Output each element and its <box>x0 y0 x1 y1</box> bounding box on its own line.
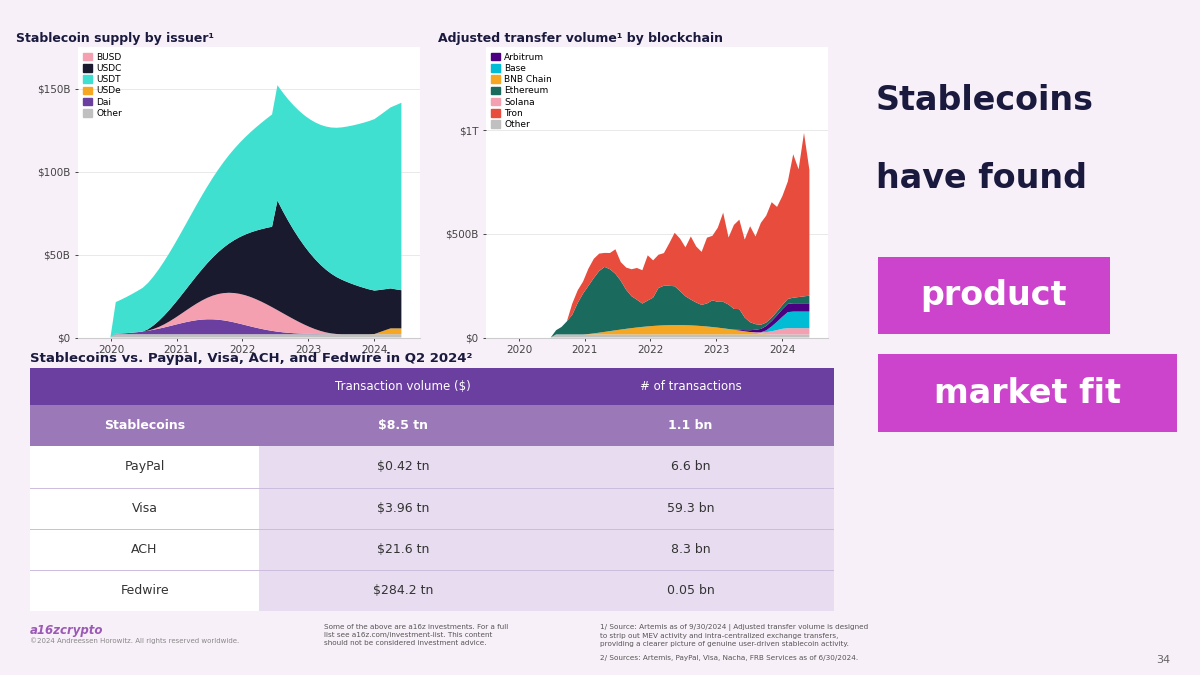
Text: 2/ Sources: Artemis, PayPal, Visa, Nacha, FRB Services as of 6/30/2024.: 2/ Sources: Artemis, PayPal, Visa, Nacha… <box>600 655 858 661</box>
Bar <box>547 570 834 611</box>
Bar <box>30 529 259 570</box>
Bar <box>259 529 547 570</box>
Bar <box>547 368 834 405</box>
Text: Stablecoin supply by issuer¹: Stablecoin supply by issuer¹ <box>17 32 215 45</box>
Bar <box>547 529 834 570</box>
Bar <box>30 446 259 487</box>
Text: Some of the above are a16z investments. For a full
list see a16z.com/investment-: Some of the above are a16z investments. … <box>324 624 509 647</box>
Text: PayPal: PayPal <box>125 460 164 473</box>
Text: Stablecoins vs. Paypal, Visa, ACH, and Fedwire in Q2 2024²: Stablecoins vs. Paypal, Visa, ACH, and F… <box>30 352 473 365</box>
Bar <box>259 368 547 405</box>
Text: Fedwire: Fedwire <box>120 584 169 597</box>
Text: # of transactions: # of transactions <box>640 380 742 393</box>
Text: ©2024 Andreessen Horowitz. All rights reserved worldwide.: ©2024 Andreessen Horowitz. All rights re… <box>30 637 239 644</box>
Text: a16zcrypto: a16zcrypto <box>30 624 103 637</box>
Bar <box>547 405 834 446</box>
Bar <box>30 570 259 611</box>
Text: $284.2 tn: $284.2 tn <box>373 584 433 597</box>
Text: 59.3 bn: 59.3 bn <box>667 502 714 514</box>
Bar <box>30 405 259 446</box>
Text: Stablecoins: Stablecoins <box>104 419 185 432</box>
Bar <box>259 570 547 611</box>
Bar <box>877 354 1177 432</box>
Bar <box>547 487 834 529</box>
Text: 8.3 bn: 8.3 bn <box>671 543 710 556</box>
Text: 0.05 bn: 0.05 bn <box>667 584 714 597</box>
Text: $3.96 tn: $3.96 tn <box>377 502 430 514</box>
Text: Adjusted transfer volume¹ by blockchain: Adjusted transfer volume¹ by blockchain <box>438 32 724 45</box>
Text: 1.1 bn: 1.1 bn <box>668 419 713 432</box>
Bar <box>259 487 547 529</box>
Text: market fit: market fit <box>934 377 1121 410</box>
Bar <box>259 446 547 487</box>
Text: $0.42 tn: $0.42 tn <box>377 460 430 473</box>
Text: have found: have found <box>876 162 1087 195</box>
Text: $21.6 tn: $21.6 tn <box>377 543 430 556</box>
Text: 34: 34 <box>1156 655 1170 665</box>
Bar <box>30 368 259 405</box>
Bar <box>259 405 547 446</box>
Bar <box>30 487 259 529</box>
Text: 6.6 bn: 6.6 bn <box>671 460 710 473</box>
Legend: BUSD, USDC, USDT, USDe, Dai, Other: BUSD, USDC, USDT, USDe, Dai, Other <box>83 52 122 119</box>
Text: Visa: Visa <box>132 502 157 514</box>
Text: product: product <box>920 279 1067 312</box>
Text: ACH: ACH <box>131 543 157 556</box>
Text: $8.5 tn: $8.5 tn <box>378 419 428 432</box>
Bar <box>547 446 834 487</box>
Text: 1/ Source: Artemis as of 9/30/2024 | Adjusted transfer volume is designed
to str: 1/ Source: Artemis as of 9/30/2024 | Adj… <box>600 624 869 647</box>
Legend: Arbitrum, Base, BNB Chain, Ethereum, Solana, Tron, Other: Arbitrum, Base, BNB Chain, Ethereum, Sol… <box>491 52 553 130</box>
Text: Transaction volume ($): Transaction volume ($) <box>335 380 470 393</box>
Text: Stablecoins: Stablecoins <box>876 84 1094 117</box>
Bar <box>877 256 1110 334</box>
